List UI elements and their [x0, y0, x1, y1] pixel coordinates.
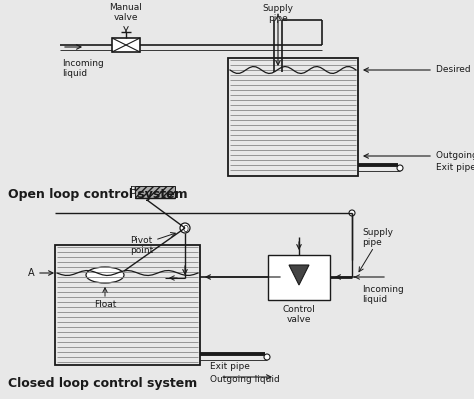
Text: Supply
pipe: Supply pipe	[263, 4, 293, 24]
Circle shape	[349, 210, 355, 216]
Text: O: O	[183, 225, 189, 233]
Text: Open loop control system: Open loop control system	[8, 188, 188, 201]
Text: B: B	[130, 186, 137, 196]
Text: Desired level: Desired level	[436, 65, 474, 75]
Bar	[228, 58, 358, 176]
Text: Float: Float	[94, 300, 116, 309]
Text: Pivot
point: Pivot point	[130, 236, 153, 255]
Text: Exit pipe: Exit pipe	[210, 362, 250, 371]
Text: Incoming
liquid: Incoming liquid	[62, 59, 104, 78]
Circle shape	[264, 354, 270, 360]
Text: Closed loop control system: Closed loop control system	[8, 377, 197, 390]
Polygon shape	[289, 265, 309, 285]
Text: Control
valve: Control valve	[283, 305, 315, 324]
Ellipse shape	[86, 267, 124, 283]
Bar	[112, 38, 140, 52]
Text: Manual
valve: Manual valve	[109, 3, 143, 22]
Text: Exit pipe: Exit pipe	[436, 164, 474, 172]
Circle shape	[397, 165, 403, 171]
Circle shape	[180, 223, 190, 233]
Text: Outgoing liquid: Outgoing liquid	[436, 152, 474, 160]
Text: Incoming
liquid: Incoming liquid	[362, 285, 404, 304]
Bar	[135, 186, 175, 198]
Text: Supply
pipe: Supply pipe	[362, 228, 393, 247]
Bar	[55, 245, 200, 365]
Text: Outgoing liquid: Outgoing liquid	[210, 375, 280, 384]
Text: A: A	[28, 268, 35, 278]
Bar	[268, 255, 330, 300]
